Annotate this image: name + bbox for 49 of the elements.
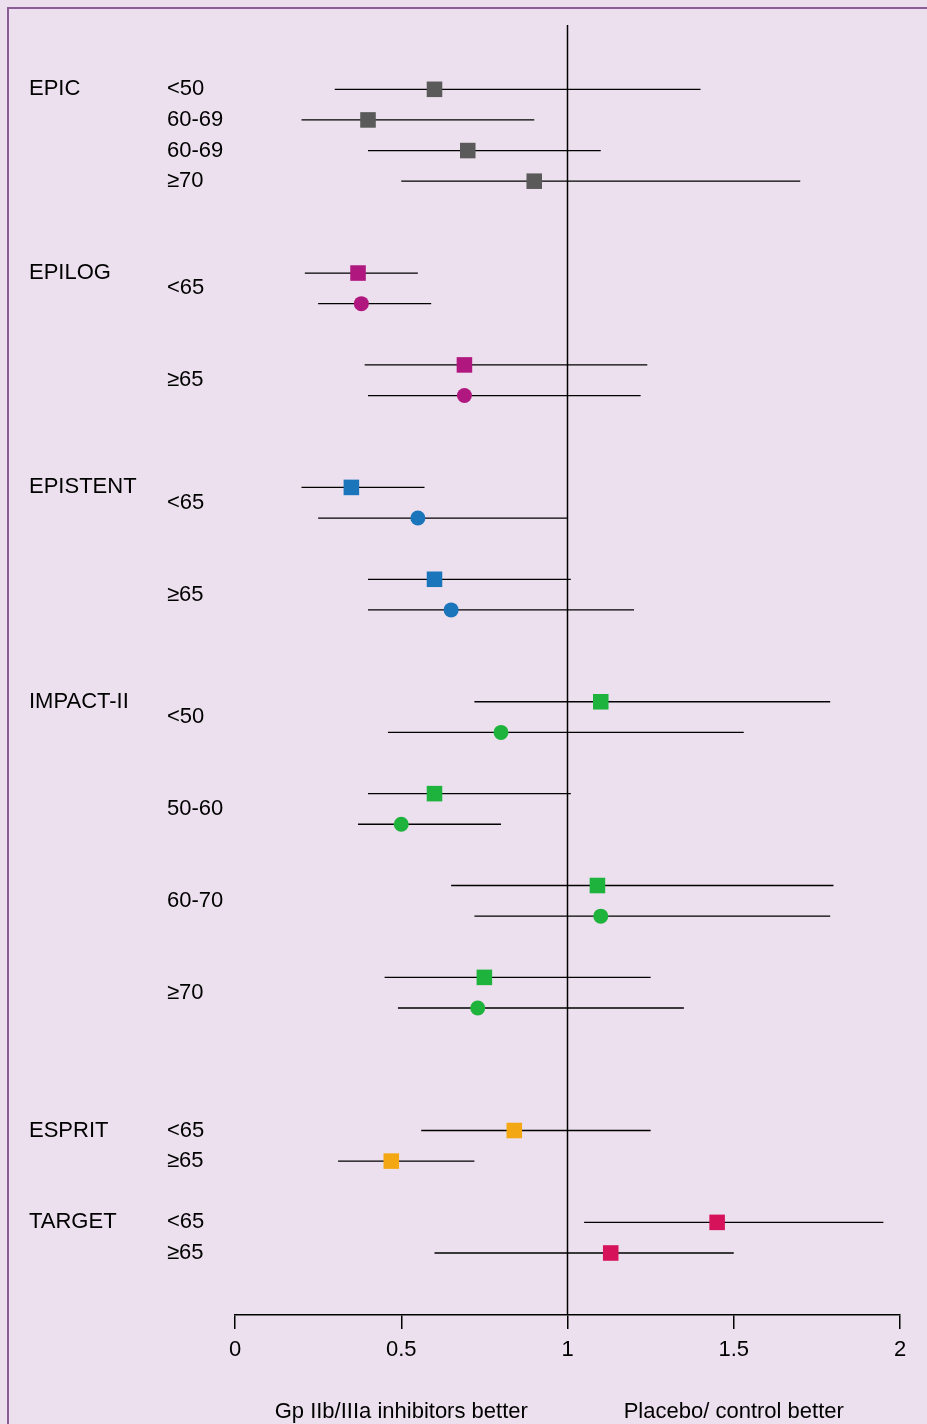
point (350, 265, 366, 281)
point (383, 1153, 400, 1169)
x-tick-label: 0.5 (385, 1336, 417, 1362)
text: Gp IIb/IIIa inhibitors better (274, 1398, 528, 1423)
y2-tick-label: EPIC (29, 75, 81, 101)
y2-tick-label: EPISTENT (29, 473, 137, 499)
y2-tick-label: IMPACT-II (29, 687, 129, 713)
y-tick-label: <65 (167, 1116, 205, 1142)
y2-tick-label: EPILOG (29, 259, 111, 285)
x-tick-label: 1.5 (718, 1336, 750, 1362)
point (343, 479, 360, 496)
point (443, 602, 459, 618)
y2-tick-label: ESPRIT (29, 1116, 109, 1142)
y-tick-label: 50-60 (167, 795, 224, 821)
y-tick-label: ≥70 (167, 167, 204, 193)
point (506, 1122, 523, 1139)
point (493, 724, 509, 740)
y-tick-label: ≥65 (167, 580, 204, 606)
y-tick-label: <50 (167, 703, 205, 729)
point (470, 1000, 486, 1016)
point (593, 908, 609, 924)
point (410, 510, 426, 526)
y-tick-label: ≥70 (167, 978, 204, 1004)
y-tick-label: <50 (167, 75, 205, 101)
point (353, 296, 369, 312)
y-tick-label: ≥65 (167, 1147, 204, 1173)
y-tick-label: 60-69 (167, 136, 224, 162)
point (360, 112, 376, 128)
point (709, 1214, 725, 1231)
y-tick-label: <65 (167, 1208, 205, 1234)
point (459, 142, 476, 159)
y-tick-label: <65 (167, 488, 205, 514)
point (426, 81, 443, 98)
x-tick-label: 1 (561, 1336, 574, 1362)
y-tick-label: ≥65 (167, 366, 204, 392)
point (526, 173, 543, 189)
x-tick-label: 0 (228, 1336, 242, 1362)
point (602, 1245, 619, 1261)
y-tick-label: 60-69 (167, 105, 224, 131)
y-tick-label: 60-70 (167, 886, 224, 912)
y2-tick-label: TARGET (29, 1208, 117, 1234)
y-tick-label: <65 (167, 274, 205, 300)
point (426, 571, 443, 588)
x-tick-label: 2 (893, 1336, 907, 1362)
point (456, 388, 472, 404)
point (393, 816, 409, 832)
y-tick-label: ≥65 (167, 1239, 204, 1265)
text: Placebo/ control better (623, 1398, 844, 1423)
point (456, 357, 473, 373)
